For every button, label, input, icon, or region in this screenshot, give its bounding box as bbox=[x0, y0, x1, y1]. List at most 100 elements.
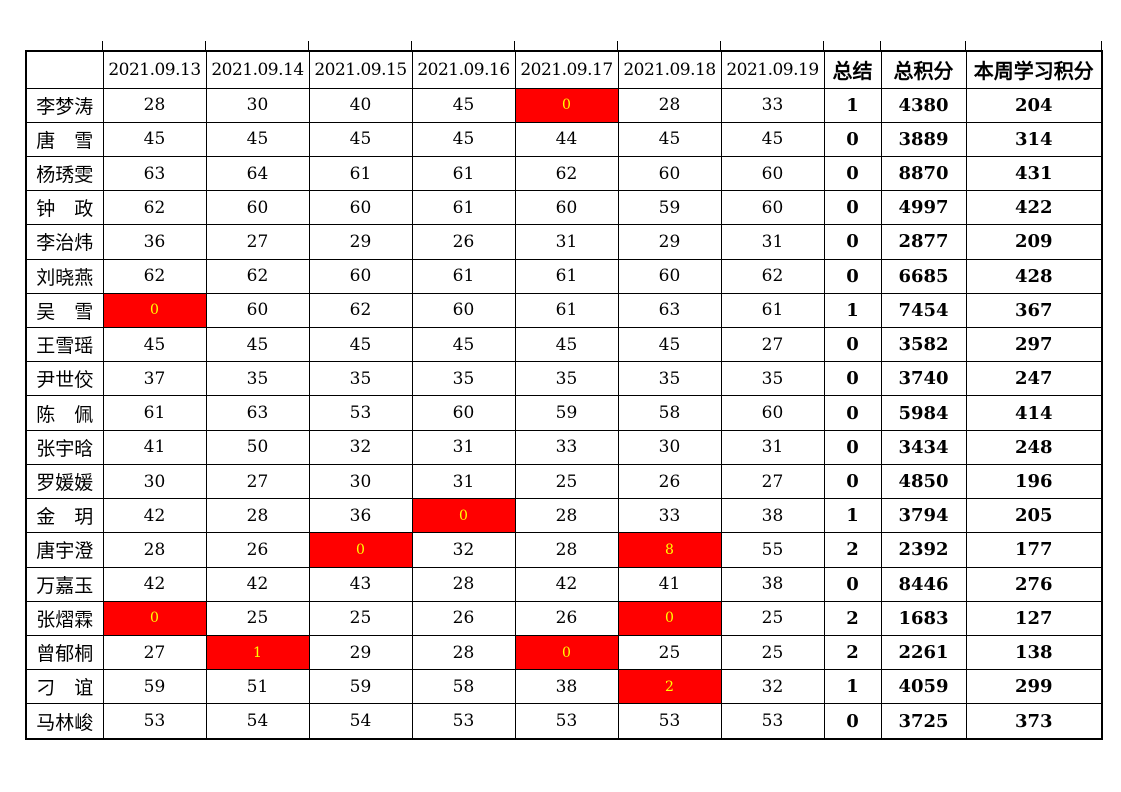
student-name-cell: 张宇晗 bbox=[25, 429, 104, 465]
day-score-cell: 50 bbox=[205, 429, 310, 465]
total-points-cell: 4380 bbox=[880, 87, 967, 123]
day-score-cell: 27 bbox=[102, 634, 207, 671]
day-score-cell: 61 bbox=[411, 190, 516, 226]
day-score-cell: 53 bbox=[514, 703, 619, 740]
day-score-cell: 44 bbox=[514, 121, 619, 157]
total-points-cell: 8446 bbox=[880, 566, 967, 602]
column-border-stub bbox=[823, 41, 824, 50]
highlighted-day-score-cell: 0 bbox=[102, 600, 207, 637]
student-row: 尹世佼 37 35 35 35 35 35 35 0 3740 247 bbox=[25, 361, 1103, 397]
day-score-cell: 35 bbox=[617, 361, 722, 397]
summary-cell: 2 bbox=[823, 634, 882, 671]
highlighted-day-score-cell: 0 bbox=[514, 634, 619, 671]
column-border-stub bbox=[514, 41, 515, 50]
week-points-cell: 297 bbox=[965, 327, 1103, 363]
day-score-cell: 27 bbox=[205, 224, 310, 260]
day-score-cell: 60 bbox=[308, 190, 413, 226]
day-score-cell: 33 bbox=[514, 429, 619, 465]
day-score-cell: 45 bbox=[720, 121, 825, 157]
day-score-cell: 28 bbox=[411, 634, 516, 671]
student-name-cell: 钟 政 bbox=[25, 190, 104, 226]
summary-cell: 0 bbox=[823, 327, 882, 363]
day-score-cell: 54 bbox=[308, 703, 413, 740]
day-score-cell: 32 bbox=[308, 429, 413, 465]
summary-cell: 0 bbox=[823, 155, 882, 192]
student-name-cell: 杨琇雯 bbox=[25, 155, 104, 192]
summary-cell: 1 bbox=[823, 87, 882, 123]
student-row: 陈 佩 61 63 53 60 59 58 60 0 5984 414 bbox=[25, 395, 1103, 431]
summary-cell: 1 bbox=[823, 498, 882, 534]
day-score-cell: 41 bbox=[102, 429, 207, 465]
highlighted-day-score-cell: 0 bbox=[411, 498, 516, 534]
day-score-cell: 62 bbox=[102, 190, 207, 226]
day-score-cell: 27 bbox=[205, 463, 310, 500]
day-score-cell: 45 bbox=[205, 327, 310, 363]
day-score-cell: 35 bbox=[205, 361, 310, 397]
day-score-cell: 54 bbox=[205, 703, 310, 740]
week-points-cell: 209 bbox=[965, 224, 1103, 260]
total-points-cell: 5984 bbox=[880, 395, 967, 431]
date-header-2: 2021.09.14 bbox=[205, 50, 310, 89]
day-score-cell: 53 bbox=[720, 703, 825, 740]
day-score-cell: 61 bbox=[411, 155, 516, 192]
day-score-cell: 26 bbox=[205, 532, 310, 568]
day-score-cell: 63 bbox=[617, 292, 722, 329]
day-score-cell: 29 bbox=[308, 634, 413, 671]
total-points-cell: 4850 bbox=[880, 463, 967, 500]
day-score-cell: 28 bbox=[514, 498, 619, 534]
day-score-cell: 60 bbox=[411, 292, 516, 329]
day-score-cell: 62 bbox=[102, 258, 207, 294]
day-score-cell: 31 bbox=[411, 463, 516, 500]
day-score-cell: 26 bbox=[411, 224, 516, 260]
day-score-cell: 45 bbox=[411, 121, 516, 157]
student-name-cell: 刘晓燕 bbox=[25, 258, 104, 294]
column-border-stub bbox=[965, 41, 966, 50]
summary-cell: 1 bbox=[823, 292, 882, 329]
day-score-cell: 60 bbox=[411, 395, 516, 431]
day-score-cell: 53 bbox=[411, 703, 516, 740]
week-points-cell: 248 bbox=[965, 429, 1103, 465]
student-row: 张宇晗 41 50 32 31 33 30 31 0 3434 248 bbox=[25, 429, 1103, 465]
total-points-cell: 2877 bbox=[880, 224, 967, 260]
total-points-cell: 2392 bbox=[880, 532, 967, 568]
day-score-cell: 60 bbox=[308, 258, 413, 294]
column-border-stub bbox=[205, 41, 206, 50]
week-points-cell: 204 bbox=[965, 87, 1103, 123]
day-score-cell: 40 bbox=[308, 87, 413, 123]
student-name-cell: 金 玥 bbox=[25, 498, 104, 534]
week-points-header: 本周学习积分 bbox=[965, 50, 1103, 89]
week-points-cell: 367 bbox=[965, 292, 1103, 329]
summary-cell: 0 bbox=[823, 121, 882, 157]
day-score-cell: 28 bbox=[617, 87, 722, 123]
day-score-cell: 30 bbox=[205, 87, 310, 123]
day-score-cell: 43 bbox=[308, 566, 413, 602]
day-score-cell: 62 bbox=[205, 258, 310, 294]
day-score-cell: 59 bbox=[308, 669, 413, 705]
column-border-stub bbox=[880, 41, 881, 50]
highlighted-day-score-cell: 2 bbox=[617, 669, 722, 705]
summary-cell: 1 bbox=[823, 669, 882, 705]
total-points-cell: 3889 bbox=[880, 121, 967, 157]
day-score-cell: 60 bbox=[617, 155, 722, 192]
student-row: 吴 雪 0 60 62 60 61 63 61 1 7454 367 bbox=[25, 292, 1103, 329]
day-score-cell: 53 bbox=[617, 703, 722, 740]
day-score-cell: 30 bbox=[102, 463, 207, 500]
student-name-cell: 王雪瑶 bbox=[25, 327, 104, 363]
summary-cell: 0 bbox=[823, 463, 882, 500]
day-score-cell: 58 bbox=[411, 669, 516, 705]
day-score-cell: 61 bbox=[720, 292, 825, 329]
day-score-cell: 36 bbox=[102, 224, 207, 260]
highlighted-day-score-cell: 8 bbox=[617, 532, 722, 568]
week-points-cell: 428 bbox=[965, 258, 1103, 294]
student-row: 钟 政 62 60 60 61 60 59 60 0 4997 422 bbox=[25, 190, 1103, 226]
day-score-cell: 25 bbox=[617, 634, 722, 671]
column-border-stub bbox=[102, 41, 103, 50]
student-name-cell: 张熠霖 bbox=[25, 600, 104, 637]
day-score-cell: 31 bbox=[720, 429, 825, 465]
day-score-cell: 33 bbox=[617, 498, 722, 534]
day-score-cell: 37 bbox=[102, 361, 207, 397]
week-points-cell: 373 bbox=[965, 703, 1103, 740]
date-header-1: 2021.09.13 bbox=[102, 50, 207, 89]
day-score-cell: 32 bbox=[720, 669, 825, 705]
